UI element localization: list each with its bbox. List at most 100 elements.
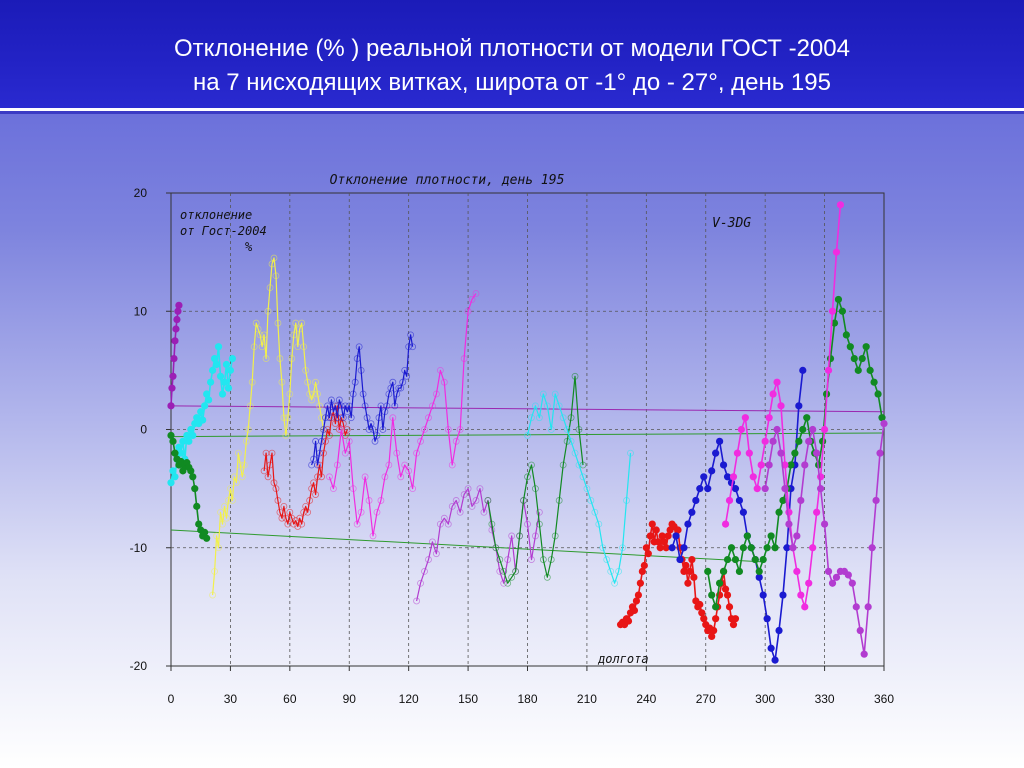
series-1-point-24	[214, 343, 223, 351]
series-7-point-6	[436, 520, 444, 528]
series-14-point-4	[777, 449, 785, 457]
series-14-point-5	[781, 485, 789, 493]
series-14-point-6	[785, 520, 793, 528]
xlabel: долгота	[597, 652, 649, 666]
series-9-point-14	[579, 473, 587, 481]
series-7-point-14	[468, 502, 476, 510]
series-3-point-49	[306, 390, 314, 398]
series-10-point-48	[712, 615, 720, 623]
series-12-point-0	[704, 567, 712, 576]
series-5-point-14	[335, 396, 343, 404]
series-7-line	[416, 488, 540, 602]
series-12-point-12	[751, 555, 759, 564]
series-3-point-14	[236, 461, 244, 469]
series-0-point-6	[173, 315, 181, 324]
series-11-point-26	[771, 656, 779, 664]
series-3-point-26	[260, 331, 268, 339]
series-13-point-13	[773, 378, 781, 386]
series-13-point-25	[820, 425, 829, 434]
series-12-point-35	[842, 331, 850, 339]
series-11-point-16	[731, 485, 740, 493]
series-4-point-33	[326, 432, 333, 439]
series-14-point-8	[793, 532, 801, 540]
series-5-point-46	[399, 378, 407, 386]
series-7-point-11	[456, 508, 464, 516]
series-13-point-24	[817, 473, 825, 481]
series-8-point-12	[532, 485, 539, 493]
series-5-point-21	[349, 390, 357, 398]
series-8-point-17	[551, 532, 559, 540]
series-1-point-29	[224, 384, 233, 392]
series-3-point-12	[232, 479, 240, 487]
series-2-point-10	[187, 467, 195, 475]
y-tick-label-10: 10	[134, 304, 148, 318]
series-11-line	[671, 370, 804, 661]
series-11-point-1	[672, 532, 680, 540]
series-12-point-41	[866, 366, 874, 374]
series-7-point-24	[508, 532, 516, 540]
series-1-point-27	[220, 378, 229, 386]
series-9-point-18	[595, 520, 603, 528]
series-4-point-26	[312, 491, 319, 498]
series-3-point-7	[223, 514, 230, 522]
series-12-point-5	[723, 555, 732, 564]
series-5-point-38	[383, 402, 391, 410]
series-10-point-57	[729, 621, 738, 629]
series-14-violet	[761, 419, 888, 658]
series-7-point-7	[440, 514, 448, 522]
series-6-point-36	[468, 296, 476, 303]
series-3-point-27	[262, 355, 270, 362]
series-2-point-18	[203, 534, 211, 542]
series-3-yellow	[209, 254, 327, 599]
series-3-point-46	[300, 343, 308, 351]
series-13-point-11	[765, 414, 773, 422]
series-14-point-7	[789, 544, 797, 552]
series-2-point-6	[179, 467, 187, 475]
series-9-point-15	[583, 485, 591, 493]
series-8-point-1	[488, 520, 496, 528]
series-13-point-12	[769, 390, 777, 398]
series-7-point-3	[425, 556, 432, 563]
series-3-point-19	[246, 402, 254, 410]
series-12-point-17	[771, 544, 779, 552]
series-1-point-31	[228, 354, 236, 363]
series-9-point-9	[559, 414, 567, 422]
series-3-point-15	[238, 473, 246, 481]
series-8-point-16	[547, 556, 555, 563]
series-12-point-7	[731, 555, 740, 564]
series-11-point-29	[783, 544, 791, 552]
series-1-point-9	[185, 437, 193, 445]
series-8-point-15	[543, 573, 551, 581]
series-5-point-51	[409, 343, 417, 351]
series-3-point-50	[308, 396, 316, 404]
series-4-point-37	[333, 402, 341, 410]
series-3-point-10	[228, 497, 236, 504]
series-6-point-32	[452, 437, 460, 445]
series-0-purple	[167, 301, 183, 410]
series-6-point-25	[425, 414, 432, 422]
series-4-point-13	[286, 508, 294, 516]
series-1-point-10	[187, 425, 195, 434]
series-13-point-0	[721, 520, 730, 528]
series-6-point-8	[357, 508, 365, 516]
series-6-point-3	[337, 426, 345, 433]
series-11-point-13	[719, 461, 728, 469]
series-14-point-9	[797, 496, 805, 505]
series-5-point-17	[341, 402, 349, 410]
series-11-blue	[668, 366, 807, 664]
series-10-point-40	[696, 600, 704, 609]
series-6-magenta	[326, 290, 480, 540]
series-4-point-32	[324, 426, 331, 433]
series-4-point-3	[266, 461, 274, 469]
x-tick-label-0: 0	[168, 692, 175, 706]
series-3-point-40	[288, 355, 296, 362]
series-10-point-8	[632, 597, 641, 605]
series-0-point-1	[168, 384, 176, 392]
series-12-point-37	[850, 354, 858, 363]
series-12-point-43	[874, 390, 882, 398]
series-6-point-28	[436, 366, 444, 374]
series-5-point-33	[373, 432, 381, 439]
series-8-point-20	[563, 437, 571, 445]
series-10-point-15	[646, 532, 654, 540]
series-14-point-13	[813, 449, 821, 457]
